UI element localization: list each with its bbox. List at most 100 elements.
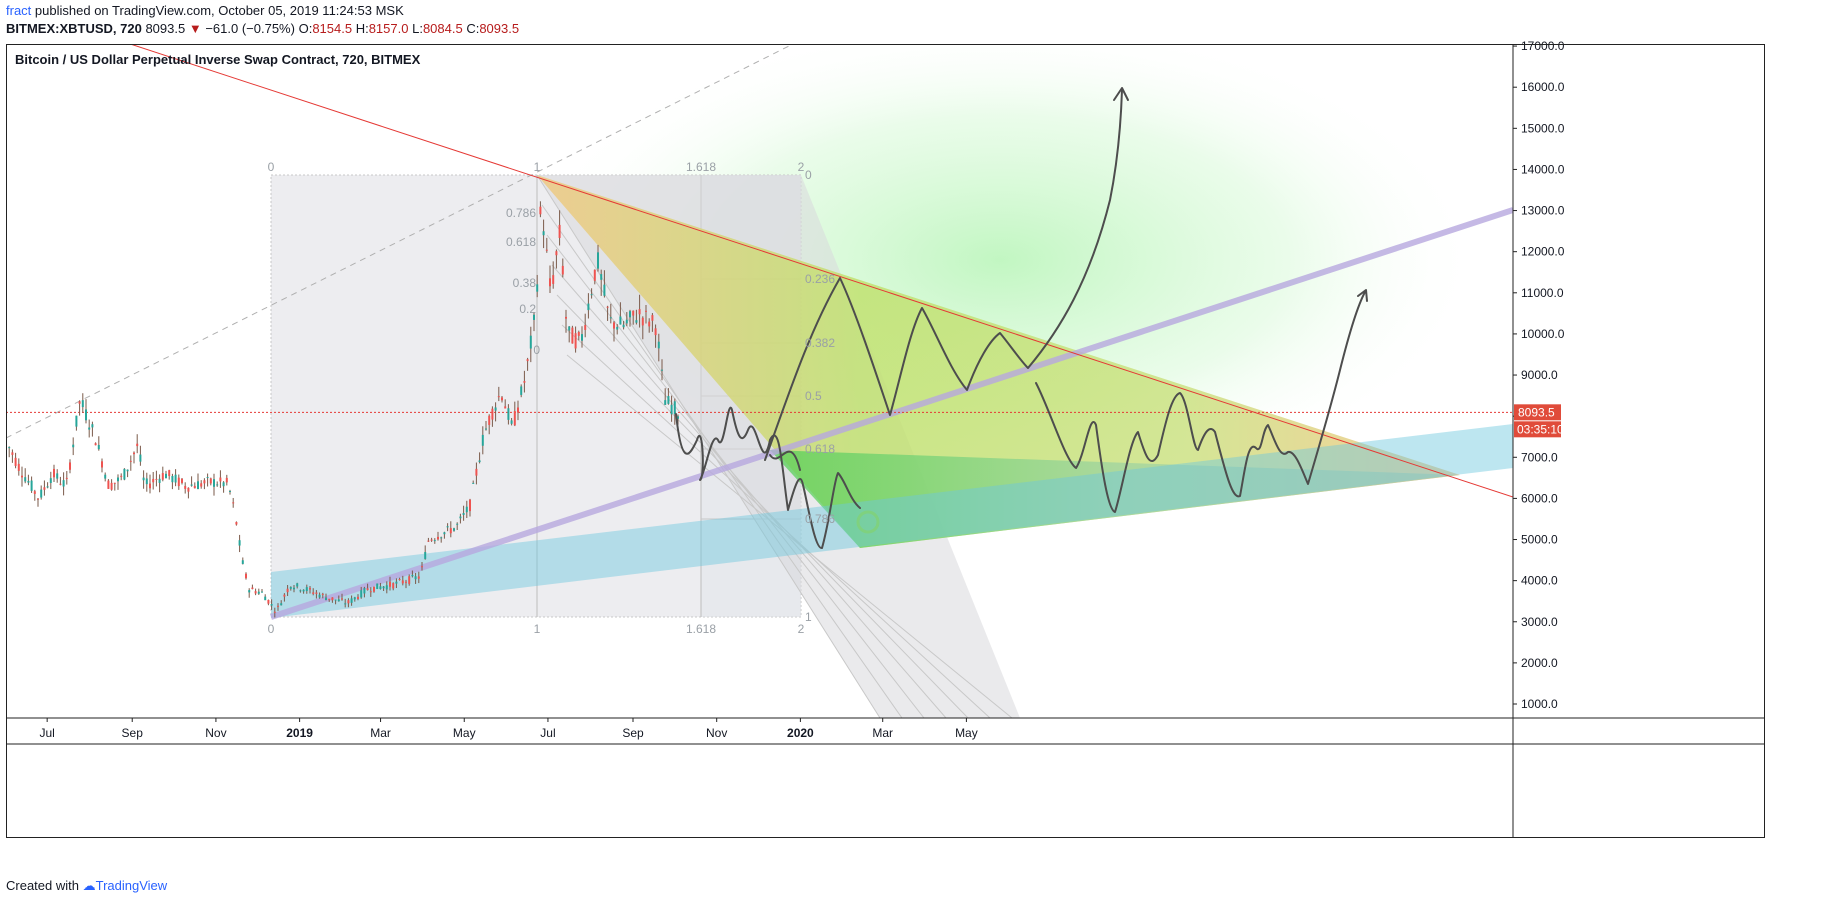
y-tick-label: 11000.0 [1521,286,1564,300]
candle-body [568,326,571,331]
fib-price-label: 0.382 [805,336,835,350]
candle-body [251,587,254,590]
candle-body [168,470,171,476]
candle-body [677,416,679,419]
candle-body [126,469,129,472]
candle-body [488,415,491,425]
candle-body [94,443,97,446]
chart-frame [6,44,1765,838]
candle-body [613,322,615,329]
candle-body [417,576,420,579]
candle-body [261,591,263,593]
candle-body [213,479,215,487]
y-tick-label: 10000.0 [1521,327,1565,341]
candle-body [33,491,36,494]
change-value: −61.0 (−0.75%) [205,21,295,36]
candle-body [158,478,161,483]
candle-body [667,395,670,404]
fib-price-label: 1 [805,610,812,624]
candle-body [366,588,369,591]
author-link[interactable]: fract [6,3,32,18]
x-tick-label: Sep [622,726,644,740]
candle-body [104,474,107,479]
candle-body [101,461,103,468]
candle-body [91,424,94,428]
triangle-zone [537,175,1460,548]
candle-body [238,540,241,546]
candle-body [510,420,513,424]
candle-body [571,327,574,344]
candle-body [424,552,427,559]
x-tick-label: Mar [370,726,391,740]
candle-body [584,325,587,330]
candle-body [446,526,449,528]
x-tick-label: 2019 [286,726,313,740]
candle-body [507,408,510,420]
chart-title: Bitcoin / US Dollar Perpetual Inverse Sw… [15,52,421,67]
candle-body [376,583,379,589]
forecast-path-2 [764,89,1123,461]
candle-body [216,484,219,486]
candle-body [254,591,257,594]
candle-body [72,444,75,448]
candle-body [30,480,33,491]
candle-body [475,468,478,476]
candle-body [385,585,388,590]
candle-body [296,583,299,587]
candle-body [456,523,459,525]
candle-body [373,586,375,592]
candle-body [433,540,436,542]
candle-body [56,473,59,479]
candle-body [241,560,244,564]
candle-body [664,400,667,405]
candle-body [529,335,532,349]
candle-body [517,407,519,413]
candle-body [97,444,100,450]
idea-watermark-icon [856,510,880,534]
candle-body [235,522,238,525]
last-price-badge [1514,404,1561,421]
candle-body [257,591,260,594]
candle-body [318,594,321,598]
candle-body [590,294,593,296]
x-tick-label: May [453,726,476,740]
candle-body [302,589,305,592]
candle-body [328,598,331,600]
candle-body [670,404,673,415]
candle-body [497,396,500,398]
candle-body [49,478,52,483]
tradingview-link[interactable]: TradingView [95,878,168,893]
fib-time-label-bottom: 0 [268,622,275,636]
candle-body [421,566,423,568]
candle-body [334,599,337,601]
candle-body [593,269,596,281]
x-tick-label: Jul [540,726,555,740]
candle-body [264,596,267,601]
y-tick-label: 3000.0 [1521,615,1558,629]
candle-body [398,579,401,581]
candle-body [651,315,654,321]
fib-time-label-top: 0 [268,160,275,174]
candle-body [491,408,494,420]
close-label: C: [466,21,480,36]
tradingview-logo-icon[interactable]: ☁ [82,878,96,893]
candle-body [414,576,417,580]
candle-body [542,231,545,236]
candle-body [673,401,676,415]
candle-body [305,587,308,591]
candle-body [661,369,663,371]
candle-body [533,314,535,320]
x-tick-label: Nov [205,726,226,740]
candle-body [405,581,407,583]
candle-body [587,303,590,311]
candle-body [513,411,516,426]
candle-body [81,400,84,408]
y-tick-label: 12000.0 [1521,245,1565,259]
candle-body [558,224,561,238]
candle-body [357,596,359,599]
fib-time-label-top: 1.618 [686,160,716,174]
y-tick-label: 17000.0 [1521,39,1565,53]
candle-body [123,468,126,480]
candle-body [478,460,481,463]
